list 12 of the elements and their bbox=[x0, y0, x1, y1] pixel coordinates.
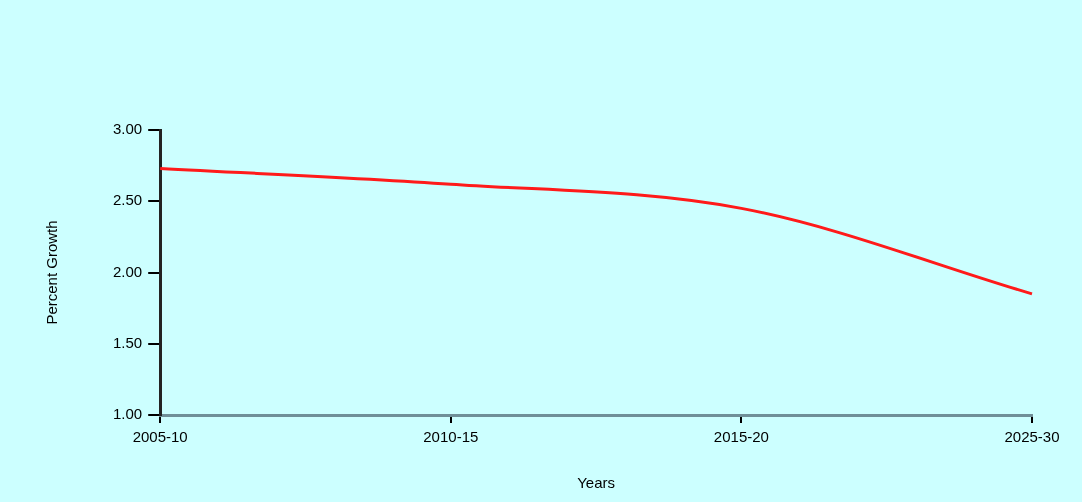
x-tick-label: 2010-15 bbox=[423, 428, 479, 446]
x-axis-title: Years bbox=[577, 474, 615, 492]
y-tick-label: 1.50 bbox=[112, 333, 143, 351]
x-tick-label: 2005-10 bbox=[132, 428, 188, 446]
y-tick-label: 2.00 bbox=[112, 262, 143, 280]
y-tick-label: 1.00 bbox=[112, 405, 143, 423]
y-tick-label: 2.50 bbox=[112, 191, 143, 209]
y-axis-title: Percent Growth bbox=[43, 220, 61, 325]
y-tick-label: 3.00 bbox=[112, 120, 143, 138]
x-tick-label: 2015-20 bbox=[713, 428, 769, 446]
line-series bbox=[158, 166, 1034, 296]
x-tick-label: 2025-30 bbox=[1004, 428, 1060, 446]
